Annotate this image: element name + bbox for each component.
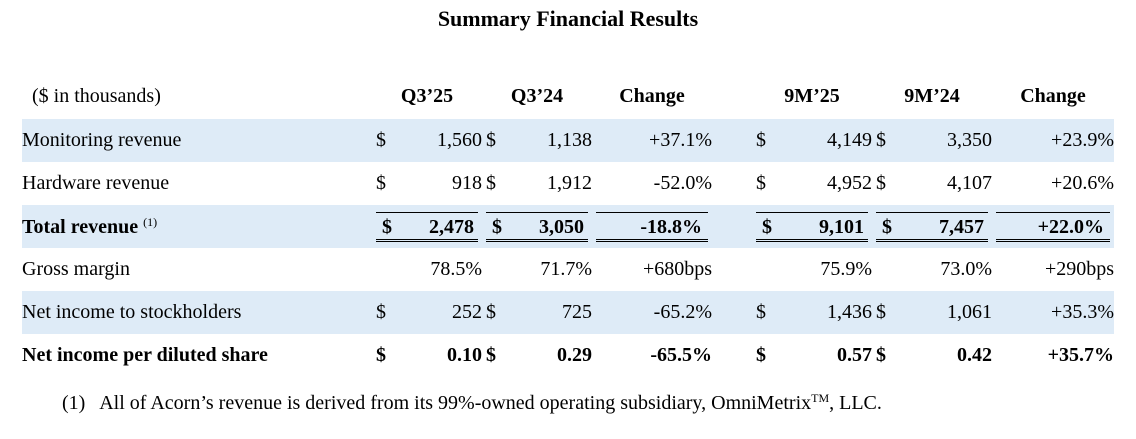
unit-label: ($ in thousands)	[32, 84, 161, 107]
table-row: Hardware revenue $918 $1,912 -52.0% $4,9…	[22, 162, 1114, 205]
cell-q3-change: -65.2%	[592, 291, 712, 334]
cell-9m-change: +22.0%	[992, 205, 1114, 248]
footnote-marker: (1)	[62, 392, 86, 414]
header-q3-change: Change	[619, 84, 685, 107]
cell-q3-25: $1,560	[372, 119, 482, 162]
footnote-text: All of Acorn’s revenue is derived from i…	[99, 392, 812, 414]
cell-9m-24: $1,061	[872, 291, 992, 334]
cell-9m-25: $9,101	[752, 205, 872, 248]
cell-q3-25: $252	[372, 291, 482, 334]
cell-q3-change: -18.8%	[592, 205, 712, 248]
cell-q3-24: $725	[482, 291, 592, 334]
trademark-mark: TM	[811, 391, 830, 405]
cell-q3-24: $0.29	[486, 344, 592, 366]
cell-9m-change: +35.3%	[992, 291, 1114, 334]
cell-9m-24: $7,457	[872, 205, 992, 248]
cell-9m-25: $0.57	[756, 344, 872, 366]
cell-9m-25: $4,149	[752, 119, 872, 162]
cell-q3-24: $1,138	[482, 119, 592, 162]
table-header-row: ($ in thousands) Q3’25 Q3’24 Change 9M’2…	[22, 73, 1114, 119]
row-label: Monitoring revenue	[22, 119, 372, 162]
row-label: Gross margin	[22, 258, 130, 280]
cell-9m-change: +35.7%	[1047, 344, 1114, 366]
cell-9m-change: +20.6%	[1051, 172, 1114, 194]
row-label: Net income per diluted share	[22, 344, 268, 366]
footnote-ref: (1)	[143, 214, 158, 229]
page-title: Summary Financial Results	[437, 6, 699, 31]
table-row: Monitoring revenue $1,560 $1,138 +37.1% …	[22, 119, 1114, 162]
cell-9m-24: 73.0%	[940, 258, 992, 280]
cell-q3-change: -52.0%	[653, 172, 712, 194]
row-label: Net income to stockholders	[22, 291, 372, 334]
cell-q3-change: -65.5%	[650, 344, 712, 366]
cell-q3-24: $1,912	[486, 172, 592, 194]
table-row: Net income to stockholders $252 $725 -65…	[22, 291, 1114, 334]
financial-results-table: ($ in thousands) Q3’25 Q3’24 Change 9M’2…	[22, 73, 1114, 377]
table-row: Gross margin 78.5% 71.7% +680bps 75.9% 7…	[22, 248, 1114, 291]
cell-9m-25: $4,952	[756, 172, 872, 194]
row-label: Hardware revenue	[22, 172, 170, 194]
cell-9m-24: $3,350	[872, 119, 992, 162]
cell-9m-25: $1,436	[752, 291, 872, 334]
cell-9m-change: +23.9%	[992, 119, 1114, 162]
table-row: Net income per diluted share $0.10 $0.29…	[22, 334, 1114, 377]
cell-q3-24: $3,050	[482, 205, 592, 248]
row-label: Total revenue (1)	[22, 205, 372, 248]
cell-q3-24: 71.7%	[540, 258, 592, 280]
cell-9m-24: $0.42	[876, 344, 992, 366]
cell-q3-25: $918	[376, 172, 482, 194]
footnote-text-end: , LLC.	[829, 392, 882, 414]
footnote: (1) All of Acorn’s revenue is derived fr…	[62, 391, 882, 415]
header-q3-24: Q3’24	[510, 84, 564, 107]
cell-q3-25: 78.5%	[430, 258, 482, 280]
cell-q3-change: +680bps	[642, 258, 712, 280]
cell-q3-change: +37.1%	[592, 119, 712, 162]
cell-q3-25: $0.10	[376, 344, 482, 366]
header-q3-25: Q3’25	[400, 84, 454, 107]
header-9m-change: Change	[1020, 84, 1086, 107]
header-9m-24: 9M’24	[904, 84, 960, 107]
cell-q3-25: $2,478	[372, 205, 482, 248]
table-row-total: Total revenue (1) $2,478 $3,050 -18.8% $…	[22, 205, 1114, 248]
cell-9m-change: +290bps	[1044, 258, 1114, 280]
cell-9m-25: 75.9%	[820, 258, 872, 280]
header-9m-25: 9M’25	[784, 84, 840, 107]
cell-9m-24: $4,107	[876, 172, 992, 194]
